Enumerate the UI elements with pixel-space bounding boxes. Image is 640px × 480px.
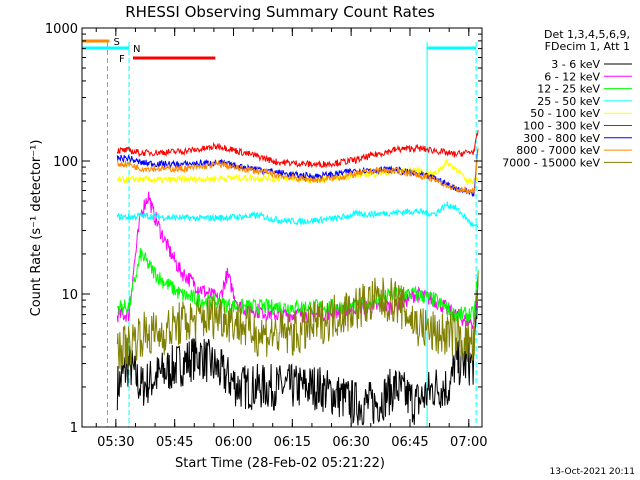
x-tick-label: 07:00 — [450, 435, 487, 450]
legend-entry-label: 25 - 50 keV — [537, 95, 600, 108]
series-line-800-7000-kev — [116, 147, 479, 194]
series-line-300-800-kev — [116, 148, 479, 197]
legend-entry-label: 12 - 25 keV — [537, 83, 600, 96]
x-tick-label: 05:30 — [97, 435, 134, 450]
plot-area: S NF — [82, 37, 479, 427]
footer-timestamp: 13-Oct-2021 20:11 — [550, 467, 635, 477]
legend-entry-label: 800 - 7000 keV — [516, 144, 600, 157]
series-line-50-100-kev — [116, 158, 479, 187]
x-tick-label: 06:30 — [332, 435, 369, 450]
x-tick-label: 06:45 — [391, 435, 428, 450]
x-tick-label: 05:45 — [156, 435, 193, 450]
y-tick-label: 10 — [61, 288, 78, 303]
series-line-6-12-kev — [116, 191, 479, 329]
series-line-25-50-kev — [116, 201, 479, 228]
legend-header-line: Det 1,3,4,5,6,9, — [544, 28, 630, 41]
y-axis-label: Count Rate (s⁻¹ detector⁻¹) — [29, 140, 44, 317]
legend-entry-label: 6 - 12 keV — [544, 70, 600, 83]
y-axis: 1 10 100 1000 — [45, 22, 482, 436]
legend-entry-label: 3 - 6 keV — [551, 58, 600, 71]
legend: Det 1,3,4,5,6,9,FDecim 1, Att 1 3 - 6 keV… — [502, 28, 632, 169]
series-line-7000-15000-kev — [116, 272, 479, 370]
state-bar-label: F — [119, 54, 125, 65]
x-axis: 05:30 05:45 06:00 06:15 06:30 06:45 07:00 — [95, 28, 488, 450]
state-bar-label: S — [113, 37, 119, 48]
y-tick-label: 1 — [70, 421, 78, 436]
series-line-12-25-kev — [116, 247, 479, 323]
x-axis-label: Start Time (28-Feb-02 05:21:22) — [175, 456, 385, 471]
legend-entry-label: 300 - 800 keV — [523, 132, 600, 145]
legend-entry-label: 100 - 300 keV — [523, 120, 600, 133]
legend-entry-label: 50 - 100 keV — [530, 107, 600, 120]
chart-title: RHESSI Observing Summary Count Rates — [125, 3, 435, 21]
series-line-100-300-kev — [116, 130, 479, 169]
legend-header-line: FDecim 1, Att 1 — [545, 40, 630, 53]
y-tick-label: 1000 — [45, 22, 78, 37]
state-bar-label: N — [133, 44, 140, 55]
y-tick-label: 100 — [53, 155, 78, 170]
series-line-3-6-kev — [116, 275, 479, 426]
x-tick-label: 06:00 — [215, 435, 252, 450]
legend-entry-label: 7000 - 15000 keV — [502, 156, 600, 169]
plot-frame — [81, 27, 483, 428]
x-tick-label: 06:15 — [274, 435, 311, 450]
